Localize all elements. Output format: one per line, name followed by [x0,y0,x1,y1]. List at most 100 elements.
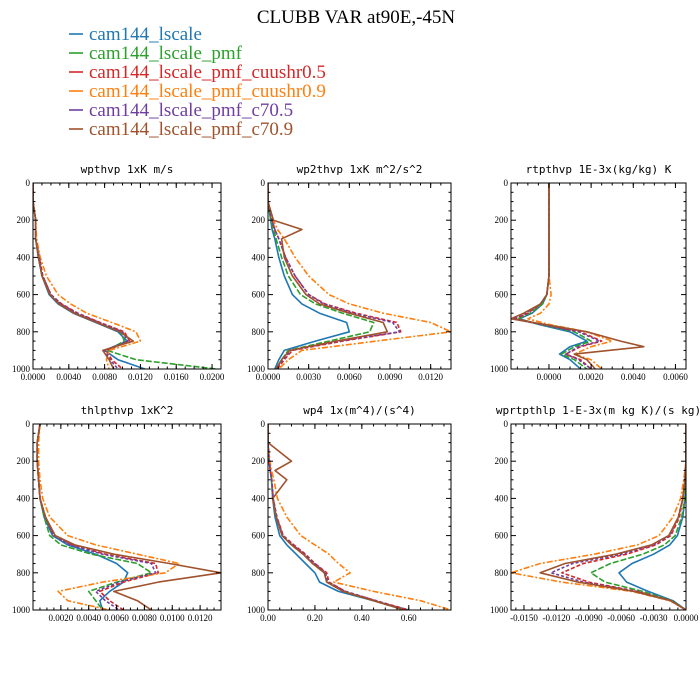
panel-title: wprtpthlp 1-E-3x(m kg K)/(s kg) [496,404,700,417]
y-tick-label: 400 [17,252,31,262]
x-tick-label: 0.00 [260,613,276,623]
legend-entry: cam144_lscale_pmf_c70.5 [89,100,293,121]
series-line [511,183,645,369]
legend-entry: cam144_lscale [89,24,202,45]
series-line [516,183,592,369]
x-tick-label: 0.0040 [621,372,646,382]
y-tick-label: 400 [252,252,266,262]
x-tick-label: 0.0040 [76,613,101,623]
y-tick-label: 800 [495,327,509,337]
series-line [550,424,686,610]
x-tick-label: -0.0060 [607,613,635,623]
y-tick-label: 800 [252,327,266,337]
x-tick-label: 0.0020 [579,372,604,382]
series-line [527,183,614,369]
y-tick-label: 0 [504,419,509,429]
panel-title: wp2thvp 1xK m^2/s^2 [297,163,423,176]
x-tick-label: -0.0090 [575,613,603,623]
x-tick-label: 0.0060 [104,613,129,623]
series-line [268,183,375,369]
series-line [268,424,405,610]
x-tick-label: 0.60 [401,613,417,623]
series-line [268,424,405,610]
y-tick-label: 200 [252,456,266,466]
series-line [36,424,160,610]
x-tick-label: 0.0080 [132,613,157,623]
panel-title: wpthvp 1xK m/s [81,163,174,176]
y-tick-label: 0 [26,178,31,188]
series-line [33,183,135,369]
x-tick-label: 0.0030 [296,372,321,382]
y-tick-label: 1000 [12,364,31,374]
x-tick-label: 0.0000 [537,372,562,382]
panel-6: wprtpthlp 1-E-3x(m kg K)/(s kg) 0 200 400 60… [490,404,700,623]
y-tick-label: 800 [495,568,509,578]
x-tick-label: 0.0120 [188,613,213,623]
series-line [268,183,389,369]
y-tick-label: 1000 [247,605,266,615]
plot-frame [510,423,687,611]
x-tick-label: 0.0120 [418,372,443,382]
plot-frame [267,423,452,611]
y-tick-label: 1000 [490,364,509,374]
y-tick-label: 0 [26,419,31,429]
panel-title: rtpthvp 1E-3x(kg/kg) K [526,163,672,176]
x-tick-label: 0.0000 [21,372,46,382]
y-tick-label: 1000 [490,605,509,615]
series-line [268,424,451,610]
figure-title: CLUBB VAR at90E,-45N [257,7,456,28]
x-tick-label: 0.0000 [674,613,699,623]
series-line [514,183,603,369]
series-line [33,183,131,369]
x-tick-label: 0.0080 [92,372,117,382]
y-tick-label: 400 [252,493,266,503]
y-tick-label: 600 [252,531,266,541]
y-tick-label: 800 [17,327,31,337]
y-tick-label: 0 [261,419,266,429]
x-tick-label: 0.0040 [56,372,81,382]
x-tick-label: -0.0120 [542,613,570,623]
y-tick-label: 200 [17,456,31,466]
y-tick-label: 600 [252,290,266,300]
legend-entry: cam144_lscale_pmf [89,43,243,64]
x-tick-label: 0.20 [307,613,323,623]
series-line [36,424,157,610]
y-tick-label: 0 [504,178,509,188]
panel-title: wp4 1x(m^4)/(s^4) [303,404,416,417]
y-tick-label: 600 [17,531,31,541]
series-line [36,424,221,610]
y-tick-label: 800 [252,568,266,578]
x-tick-label: 0.0060 [337,372,362,382]
y-tick-label: 0 [261,178,266,188]
x-tick-label: 0.0200 [200,372,225,382]
x-tick-label: 0.0120 [128,372,153,382]
x-tick-label: -0.0030 [640,613,668,623]
panel-title: thlpthvp 1xK^2 [81,404,174,417]
y-tick-label: 400 [17,493,31,503]
y-tick-label: 600 [495,290,509,300]
y-tick-label: 400 [495,252,509,262]
x-tick-label: 0.0160 [164,372,189,382]
y-tick-label: 200 [495,215,509,225]
legend-entry: cam144_lscale_pmf_cuushr0.5 [89,62,326,83]
y-tick-label: 800 [17,568,31,578]
plot-frame [32,423,222,611]
panel-2: wp2thvp 1xK m^2/s^2020040060080010000.00… [247,163,452,382]
legend-entry: cam144_lscale_pmf_cuushr0.9 [89,81,326,102]
x-tick-label: 0.0060 [663,372,688,382]
series-line [518,183,588,369]
x-tick-label: 0.0000 [256,372,281,382]
series-line [36,424,153,610]
series-line [590,424,686,610]
series-line [618,424,686,610]
series-line [511,424,686,610]
series-line [33,183,142,369]
y-tick-label: 200 [252,215,266,225]
series-line [268,424,410,610]
x-tick-label: 0.0020 [48,613,73,623]
